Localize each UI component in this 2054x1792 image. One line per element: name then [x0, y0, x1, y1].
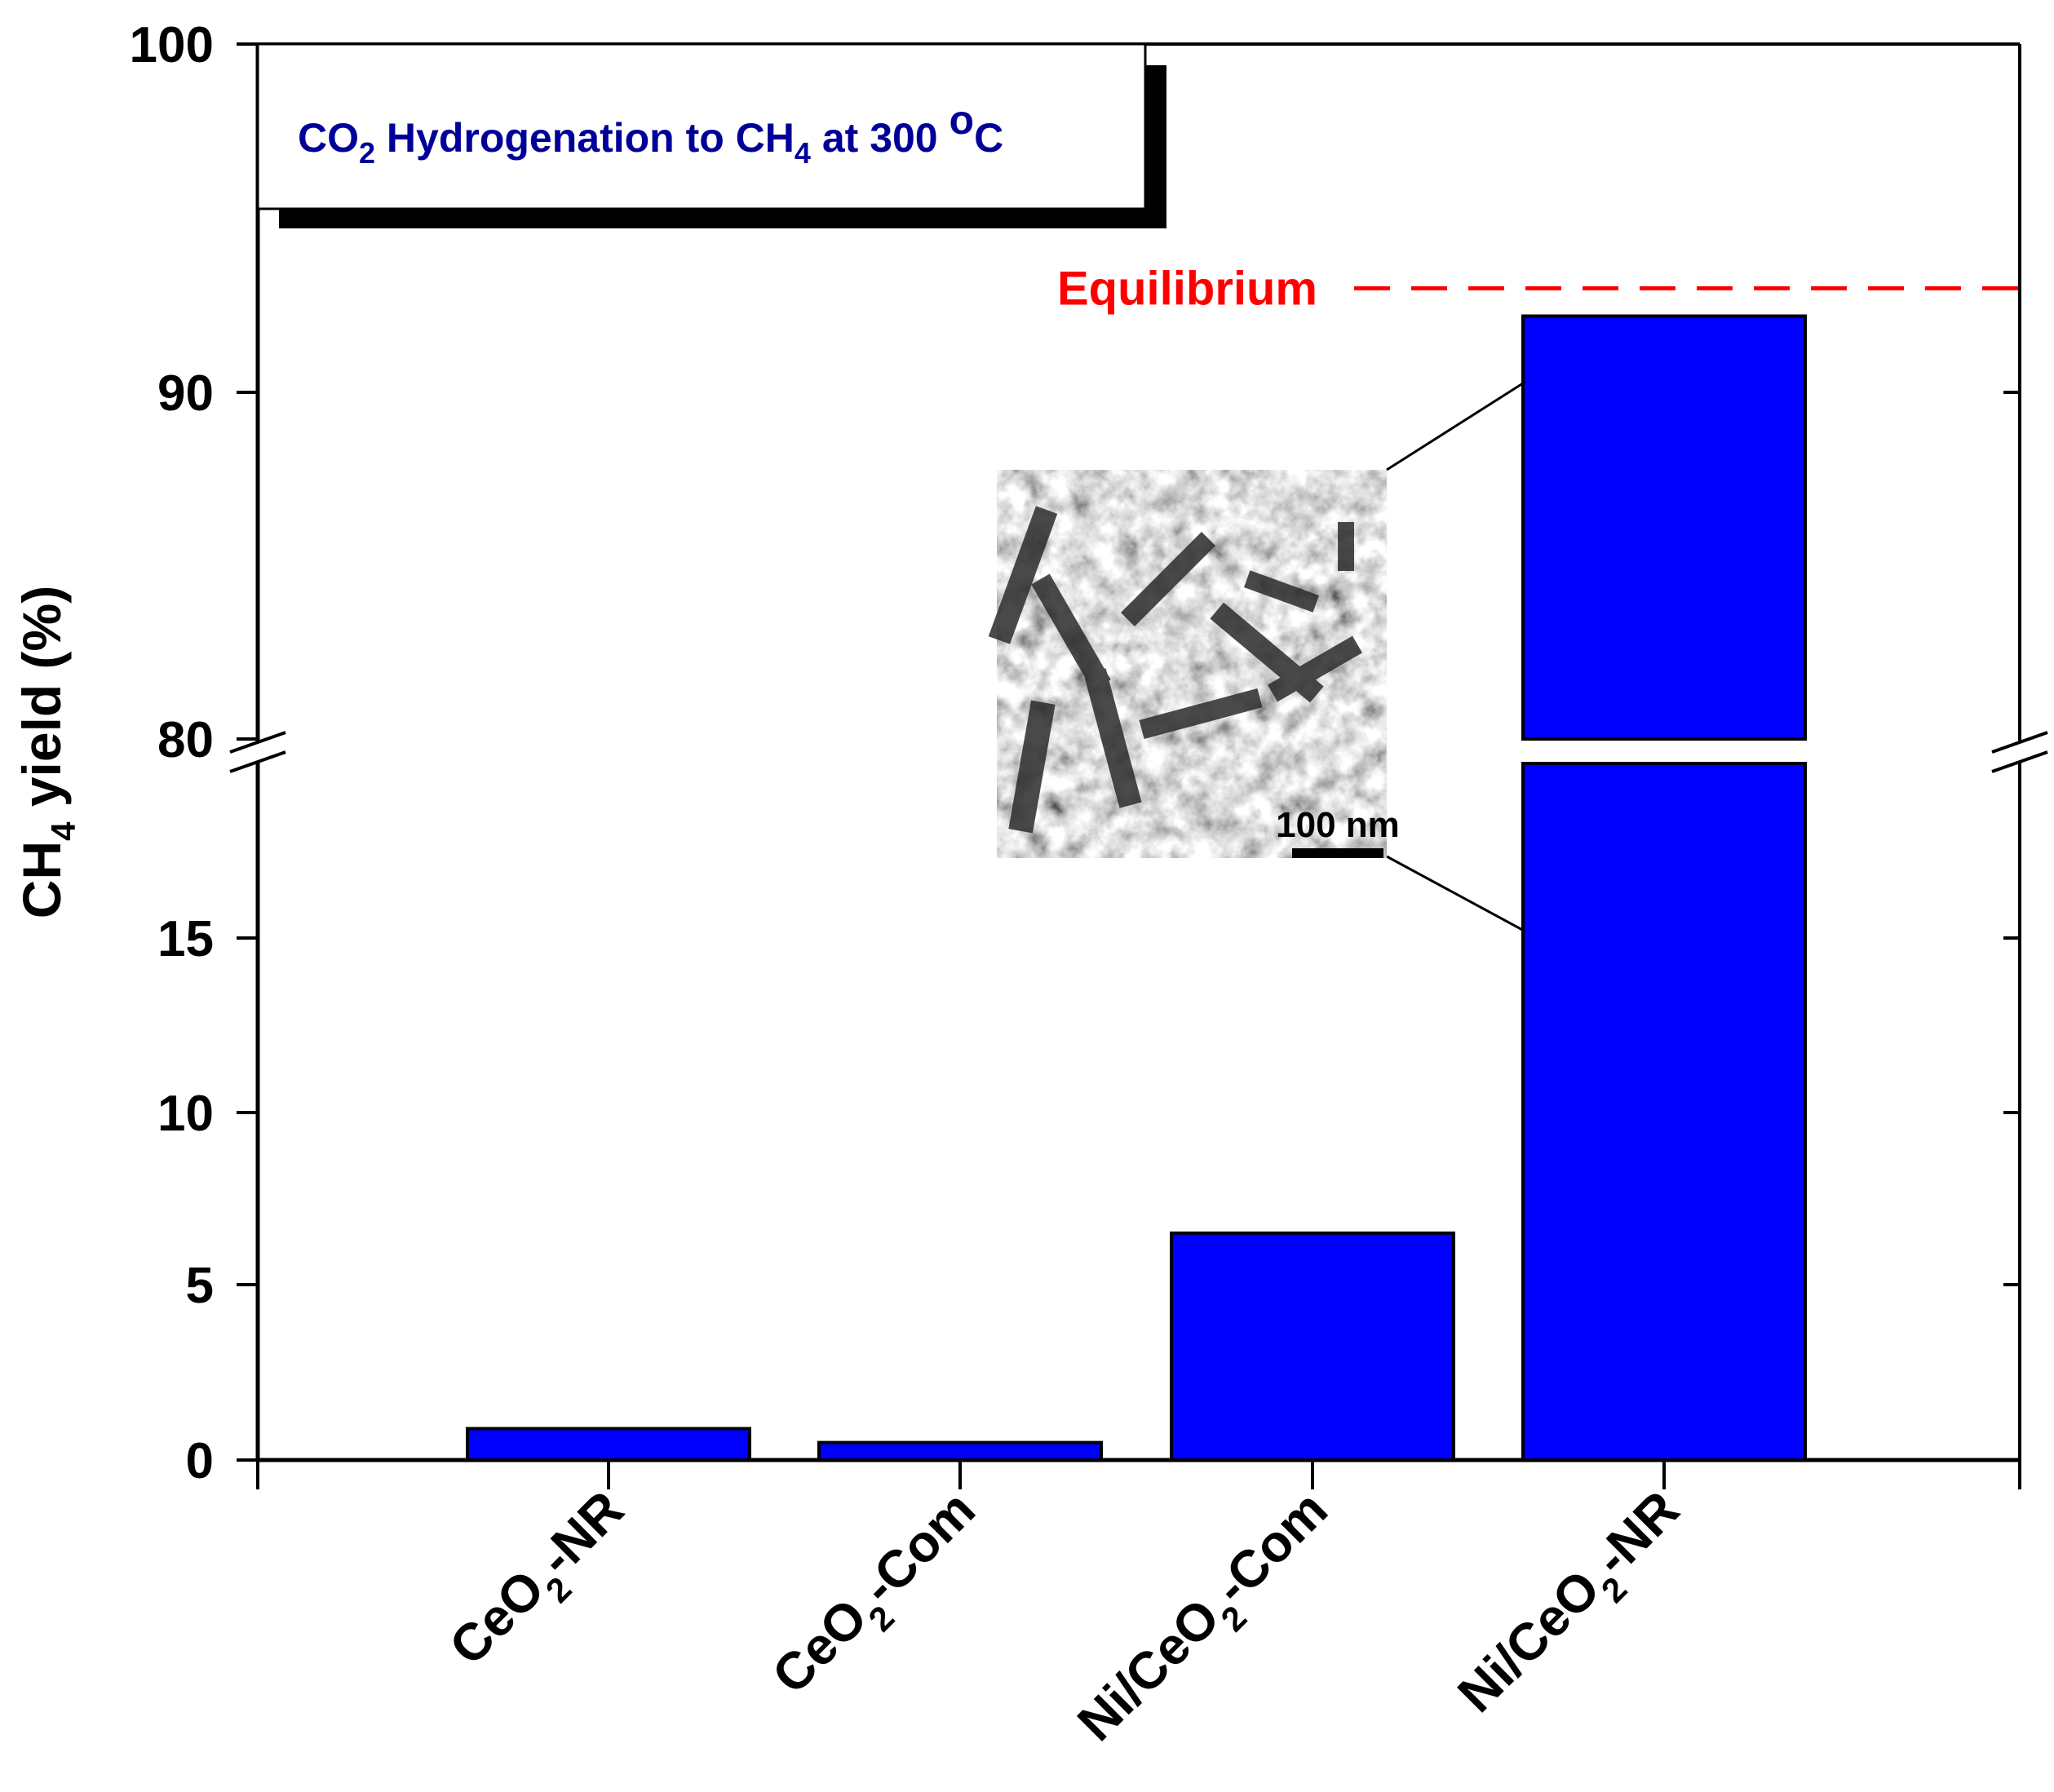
category-label-ceo2-nr: CeO2-NR	[438, 1480, 644, 1686]
y-tick-label-10: 10	[157, 1086, 214, 1142]
y-axis-label: CH4 yield (%)	[11, 586, 82, 918]
category-label-ni-ceo2-nr: Ni/CeO2-NR	[1446, 1480, 1700, 1733]
x-ticks	[256, 1460, 2021, 1489]
tem-inset: 100 nm	[988, 380, 1526, 933]
bar-ni-ceo2-nr-upper	[1521, 314, 1807, 741]
scale-bar-label: 100 nm	[1276, 805, 1400, 845]
y-tick-label-15: 15	[157, 911, 214, 967]
y-ticks-upper: 80 90 100	[130, 17, 2020, 768]
title-box: CO2 Hydrogenation to CH4 at 300 oC	[256, 42, 1166, 228]
y-ticks-lower: 0 5 10 15	[157, 911, 2020, 1489]
y-tick-label-5: 5	[186, 1258, 214, 1314]
bar-ceo2-nr	[466, 1427, 751, 1462]
equilibrium-label: Equilibrium	[1057, 263, 1317, 316]
y-tick-label-80: 80	[157, 712, 214, 768]
equilibrium-marker: Equilibrium	[1057, 263, 2020, 316]
bar-ni-ceo2-nr-lower	[1521, 762, 1807, 1462]
category-label-ceo2-com: CeO2-Com	[761, 1480, 996, 1715]
category-label-ni-ceo2-com: Ni/CeO2-Com	[1066, 1480, 1348, 1762]
axis-break-right	[1991, 731, 2048, 773]
category-labels: CeO2-NR CeO2-Com Ni/CeO2-Com Ni/CeO2-NR	[438, 1480, 1700, 1762]
y-tick-label-0: 0	[186, 1433, 214, 1489]
bar-ni-ceo2-com	[1170, 1231, 1455, 1462]
scale-bar	[1292, 848, 1383, 858]
bars	[466, 314, 1807, 1462]
inset-connector-bottom	[1386, 855, 1526, 933]
inset-connector-top	[1386, 380, 1526, 471]
bar-ceo2-com	[817, 1440, 1103, 1462]
axis-break-left	[229, 731, 286, 773]
nanorod-shapes	[988, 506, 1362, 834]
y-tick-label-100: 100	[130, 17, 214, 73]
y-tick-label-90: 90	[157, 365, 214, 422]
chart-title: CO2 Hydrogenation to CH4 at 300 oC	[298, 97, 1003, 170]
